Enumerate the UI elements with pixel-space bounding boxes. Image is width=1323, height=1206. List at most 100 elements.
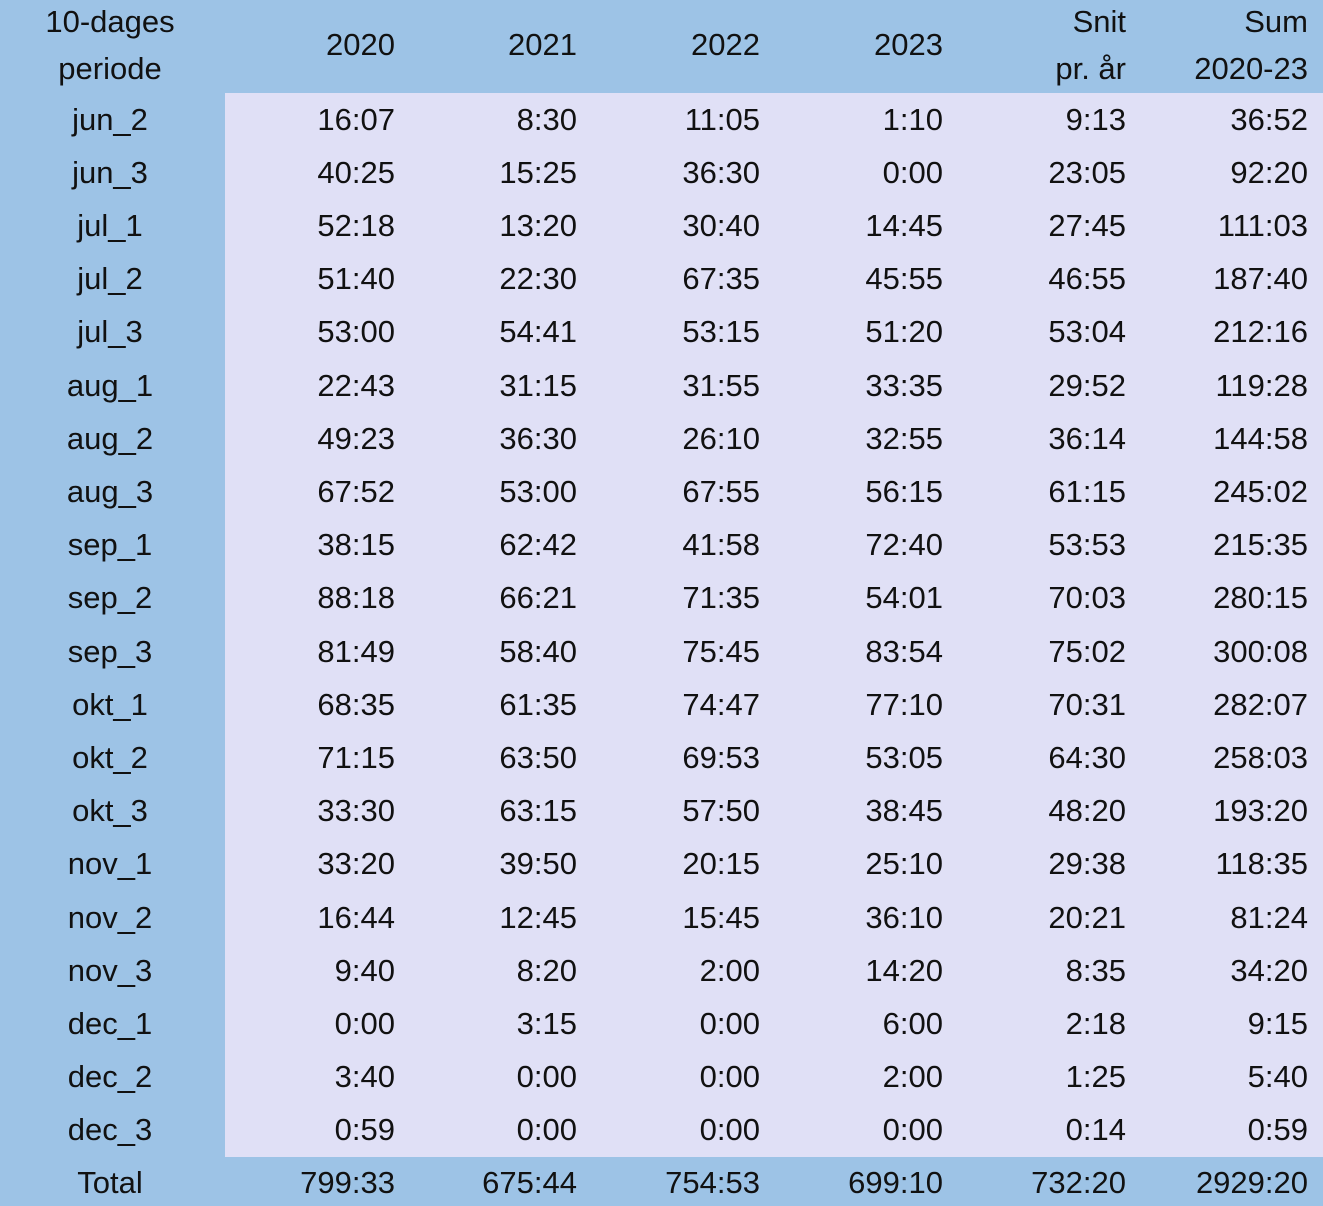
data-cell: 39:50 bbox=[499, 846, 577, 882]
data-cell: 13:20 bbox=[499, 208, 577, 243]
data-cell: 68:35 bbox=[317, 686, 395, 722]
data-cell: 0:00 bbox=[699, 1112, 760, 1148]
data-cell: 0:00 bbox=[516, 1112, 577, 1148]
row-label: nov_1 bbox=[67, 846, 153, 882]
data-cell: 67:55 bbox=[682, 474, 760, 509]
row-label: sep_2 bbox=[67, 580, 153, 616]
data-cell: 71:35 bbox=[682, 580, 760, 616]
row-label: nov_3 bbox=[67, 952, 153, 988]
data-cell: 22:43 bbox=[317, 367, 395, 403]
row-label: aug_3 bbox=[66, 474, 154, 509]
data-cell: 63:50 bbox=[499, 740, 577, 775]
data-cell: 75:02 bbox=[1048, 633, 1126, 669]
data-cell: 30:40 bbox=[682, 208, 760, 243]
data-cell: 0:00 bbox=[882, 154, 943, 190]
data-cell: 27:45 bbox=[1048, 208, 1126, 243]
row-label: jun_2 bbox=[72, 101, 148, 137]
data-cell: 74:47 bbox=[682, 686, 760, 722]
data-cell: 63:15 bbox=[499, 793, 577, 829]
data-cell: 70:03 bbox=[1048, 580, 1126, 616]
data-cell: 16:44 bbox=[317, 899, 395, 935]
data-cell: 0:59 bbox=[1247, 1112, 1308, 1148]
header-cell: 2021 bbox=[508, 27, 577, 62]
data-cell: 36:30 bbox=[499, 420, 577, 456]
header-cell: Snit bbox=[1072, 4, 1126, 39]
data-cell: 33:20 bbox=[317, 846, 395, 882]
data-cell: 67:52 bbox=[317, 474, 395, 509]
data-cell: 0:00 bbox=[882, 1112, 943, 1148]
data-cell: 111:03 bbox=[1217, 208, 1308, 243]
row-label: sep_3 bbox=[67, 633, 153, 669]
data-cell: 212:16 bbox=[1213, 314, 1308, 350]
data-cell: 20:21 bbox=[1048, 899, 1126, 935]
data-cell: 11:05 bbox=[684, 101, 760, 137]
data-cell: 0:00 bbox=[516, 1059, 577, 1095]
data-cell: 33:35 bbox=[865, 367, 943, 403]
row-label: okt_3 bbox=[72, 793, 148, 829]
data-cell: 40:25 bbox=[317, 154, 395, 190]
data-cell: 51:40 bbox=[317, 261, 395, 297]
data-cell: 9:40 bbox=[334, 952, 395, 988]
data-cell: 53:00 bbox=[499, 474, 577, 509]
data-cell: 31:55 bbox=[682, 367, 760, 403]
data-cell: 69:53 bbox=[682, 740, 760, 775]
data-cell: 22:30 bbox=[499, 261, 577, 297]
data-cell: 56:15 bbox=[865, 474, 943, 509]
data-cell: 119:28 bbox=[1215, 367, 1308, 403]
data-cell: 8:20 bbox=[516, 952, 577, 988]
data-cell: 14:20 bbox=[865, 952, 943, 988]
data-cell: 15:25 bbox=[499, 154, 577, 190]
data-cell: 2:00 bbox=[699, 952, 760, 988]
row-label: dec_3 bbox=[67, 1112, 153, 1148]
data-cell: 9:13 bbox=[1065, 101, 1126, 137]
total-cell: 699:10 bbox=[848, 1165, 943, 1200]
header-cell: 2022 bbox=[691, 27, 760, 62]
data-cell: 36:14 bbox=[1048, 420, 1126, 456]
data-cell: 300:08 bbox=[1213, 633, 1308, 669]
data-cell: 48:20 bbox=[1048, 793, 1126, 829]
data-cell: 36:30 bbox=[682, 154, 760, 190]
data-cell: 1:10 bbox=[882, 101, 943, 137]
data-cell: 2:00 bbox=[882, 1059, 943, 1095]
header-cell: pr. år bbox=[1055, 51, 1126, 86]
row-label: aug_2 bbox=[66, 420, 154, 456]
data-cell: 70:31 bbox=[1048, 686, 1126, 722]
data-cell: 62:42 bbox=[499, 527, 577, 563]
row-label: okt_1 bbox=[72, 686, 148, 722]
data-cell: 187:40 bbox=[1213, 261, 1308, 297]
data-cell: 215:35 bbox=[1213, 527, 1308, 563]
header-cell: periode bbox=[58, 51, 162, 86]
data-cell: 57:50 bbox=[682, 793, 760, 829]
data-cell: 67:35 bbox=[682, 261, 760, 297]
data-cell: 61:35 bbox=[499, 686, 577, 722]
data-cell: 64:30 bbox=[1048, 740, 1126, 775]
data-cell: 3:40 bbox=[334, 1059, 395, 1095]
data-cell: 77:10 bbox=[865, 686, 943, 722]
data-cell: 51:20 bbox=[865, 314, 943, 350]
data-cell: 31:15 bbox=[499, 367, 577, 403]
total-cell: 732:20 bbox=[1031, 1165, 1126, 1200]
total-cell: 754:53 bbox=[665, 1165, 760, 1200]
data-cell: 258:03 bbox=[1213, 740, 1308, 775]
row-label: dec_2 bbox=[67, 1059, 153, 1095]
data-cell: 61:15 bbox=[1048, 474, 1126, 509]
data-cell: 38:45 bbox=[865, 793, 943, 829]
data-cell: 71:15 bbox=[317, 740, 395, 775]
data-cell: 20:15 bbox=[682, 846, 760, 882]
row-label: aug_1 bbox=[66, 367, 154, 403]
data-cell: 81:49 bbox=[317, 633, 395, 669]
data-cell: 46:55 bbox=[1048, 261, 1126, 297]
data-cell: 15:45 bbox=[682, 899, 760, 935]
row-label: jul_3 bbox=[77, 314, 143, 350]
row-label: okt_2 bbox=[72, 740, 148, 775]
row-label: dec_1 bbox=[67, 1006, 153, 1041]
data-cell: 45:55 bbox=[865, 261, 943, 297]
data-area bbox=[225, 93, 1323, 1157]
data-cell: 0:00 bbox=[334, 1006, 395, 1041]
data-cell: 118:35 bbox=[1215, 846, 1308, 882]
header-cell: 2023 bbox=[874, 27, 943, 62]
data-cell: 26:10 bbox=[682, 420, 760, 456]
row-label: sep_1 bbox=[67, 527, 153, 563]
row-label: jun_3 bbox=[72, 154, 148, 190]
header-cell: Sum bbox=[1244, 4, 1308, 39]
